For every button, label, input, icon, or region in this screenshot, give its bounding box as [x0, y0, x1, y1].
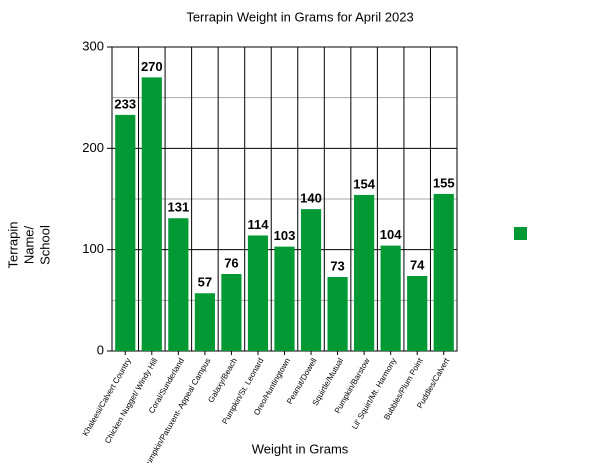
- bar: [168, 218, 189, 351]
- bar: [194, 293, 215, 351]
- y-tick-label: 300: [82, 38, 104, 53]
- value-label: 140: [300, 191, 322, 206]
- y-axis-label-line: Terrapin: [5, 222, 20, 269]
- value-label: 104: [380, 227, 402, 242]
- value-label: 154: [353, 176, 375, 191]
- bar: [354, 194, 375, 351]
- value-label: 73: [330, 258, 344, 273]
- value-label: 270: [141, 59, 163, 74]
- y-axis-label-line: School: [37, 225, 52, 265]
- value-label: 103: [274, 228, 296, 243]
- y-tick-label: 200: [82, 140, 104, 155]
- y-axis-label: Terrapin Name/School: [5, 222, 52, 269]
- x-axis-label: Weight in Grams: [252, 441, 349, 456]
- bar: [115, 114, 136, 351]
- x-tick-label: Khaleesi/Calvert Country: [81, 357, 133, 438]
- bar: [274, 246, 295, 351]
- y-tick-label: 100: [82, 241, 104, 256]
- bar: [300, 209, 322, 351]
- value-label: 131: [167, 200, 189, 215]
- value-label: 57: [198, 275, 212, 290]
- y-axis-label-line: Name/: [21, 225, 36, 264]
- value-label: 74: [410, 257, 425, 272]
- bar: [327, 277, 348, 351]
- bar: [247, 235, 269, 351]
- value-label: 233: [114, 96, 136, 111]
- bar: [141, 77, 162, 352]
- value-label: 155: [433, 175, 455, 190]
- value-label: 76: [224, 255, 238, 270]
- bar: [407, 276, 428, 351]
- bar: [433, 193, 454, 351]
- bar: [380, 245, 401, 351]
- chart-title: Terrapin Weight in Grams for April 2023: [186, 9, 413, 24]
- legend-swatch: [514, 227, 527, 240]
- value-label: 114: [247, 217, 269, 232]
- x-tick-label: Chicken Nugget/ Windy Hill: [103, 356, 159, 445]
- y-tick-label: 0: [97, 342, 104, 357]
- bar: [221, 273, 242, 351]
